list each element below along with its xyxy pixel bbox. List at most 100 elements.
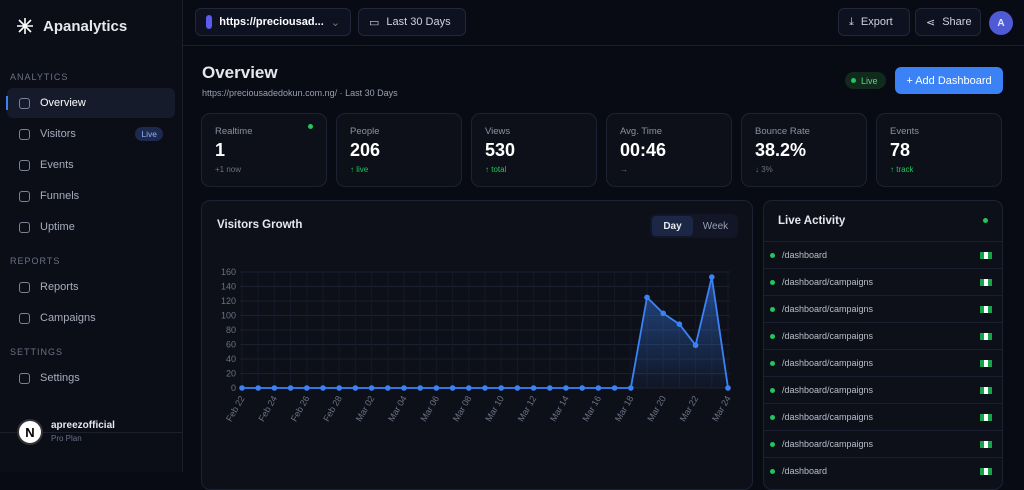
activity-row[interactable]: /dashboard/campaigns <box>764 295 1002 322</box>
brand[interactable]: Apanalytics <box>16 17 127 35</box>
x-tick-label: Mar 14 <box>548 394 571 423</box>
export-icon: ⤓ <box>849 15 854 28</box>
tab-week[interactable]: Week <box>702 220 729 232</box>
nav-badge: Live <box>135 127 163 141</box>
activity-path: /dashboard/campaigns <box>782 331 874 341</box>
stat-card: Avg. Time 00:46 → <box>606 113 732 187</box>
section-title: SETTINGS <box>10 347 64 357</box>
flag <box>980 440 992 448</box>
activity-dot <box>770 333 775 339</box>
y-tick-label: 160 <box>221 267 236 277</box>
sidebar: Apanalytics ANALYTICS Overview Visitors Liv… <box>0 0 183 472</box>
nav-label: Settings <box>40 372 80 384</box>
nav-icon <box>19 281 30 293</box>
x-tick-label: Mar 02 <box>354 394 377 423</box>
nav-item[interactable]: Campaigns <box>7 303 175 333</box>
activity-dot <box>770 387 775 393</box>
nav-item[interactable]: Settings <box>7 363 175 393</box>
point <box>417 385 423 391</box>
y-tick-label: 120 <box>221 296 236 306</box>
live-indicator: Live <box>845 72 886 89</box>
activity-row[interactable]: /dashboard/campaigns <box>764 349 1002 376</box>
activity-row[interactable]: /dashboard/campaigns <box>764 376 1002 403</box>
stat-label: People <box>350 126 380 137</box>
activity-path: /dashboard <box>782 250 828 260</box>
share: Share <box>942 16 972 28</box>
page-title: Overview <box>202 63 278 82</box>
activity-row[interactable]: /dashboard <box>764 241 1002 268</box>
nav-icon <box>19 312 30 324</box>
share-button[interactable]: ⋖ Share <box>915 8 981 36</box>
point <box>287 385 294 391</box>
flag <box>980 386 992 394</box>
activity-dot <box>770 279 775 285</box>
nav-icon <box>19 97 30 109</box>
y-tick-label: 80 <box>226 325 236 335</box>
point <box>628 385 634 391</box>
export-button[interactable]: ⤓ Export <box>838 8 910 36</box>
range: Last 30 Days <box>386 16 451 28</box>
point <box>352 385 359 391</box>
top-avatar[interactable]: A <box>989 11 1013 35</box>
point <box>676 321 683 327</box>
stat-value: 38.2% <box>755 140 807 160</box>
activity-row[interactable]: /dashboard/campaigns <box>764 403 1002 430</box>
point <box>385 385 391 391</box>
x-tick-label: Feb 28 <box>321 394 344 423</box>
point <box>579 385 585 391</box>
realtime-dot <box>308 124 313 129</box>
stat-label: Events <box>890 126 920 137</box>
nav-item[interactable]: Visitors Live <box>7 119 175 149</box>
range-select[interactable]: ▭ Last 30 Days <box>358 8 466 36</box>
nav-label: Overview <box>40 97 86 109</box>
x-tick-label: Feb 22 <box>224 394 247 423</box>
point <box>547 385 553 391</box>
activity-path: /dashboard/campaigns <box>782 385 874 395</box>
section-title: REPORTS <box>10 256 61 266</box>
point <box>692 342 699 349</box>
chart: 0 20 40 60 80 100 120 140 160 Feb 22 Feb 24 Feb 26 F… <box>221 267 733 423</box>
add-dashboard-button[interactable]: + Add Dashboard <box>895 67 1003 94</box>
stat-sub: +1 now <box>215 165 242 174</box>
calendar-icon: ▭ <box>369 16 380 29</box>
activity-row[interactable]: /dashboard/campaigns <box>764 430 1002 457</box>
stat-card: Events 78 ↑ track <box>876 113 1002 187</box>
nav-item[interactable]: Overview <box>6 88 175 118</box>
nav-label: Events <box>40 159 74 171</box>
flag <box>980 467 992 475</box>
section-title: ANALYTICS <box>10 72 69 82</box>
activity-dot <box>770 360 775 366</box>
activity-row[interactable]: /dashboard/campaigns <box>764 268 1002 295</box>
activity-path: /dashboard/campaigns <box>782 277 874 287</box>
point <box>563 385 569 391</box>
nav-item[interactable]: Reports <box>7 272 175 302</box>
stat-sub: ↑ track <box>890 165 914 174</box>
point <box>611 385 618 391</box>
user[interactable]: N apreezofficial Pro Plan <box>0 419 183 472</box>
nav-label: Visitors <box>40 128 76 140</box>
nav: ANALYTICS Overview Visitors Live Events Funne… <box>0 58 182 394</box>
brand-name: Apanalytics <box>43 17 128 35</box>
nav-item[interactable]: Funnels <box>7 181 175 211</box>
x-tick-label: Mar 12 <box>516 394 539 423</box>
x-tick-label: Feb 26 <box>289 394 312 423</box>
point <box>336 385 342 391</box>
x-tick-label: Mar 10 <box>483 394 506 423</box>
activity-dot <box>770 252 775 258</box>
point <box>595 385 602 391</box>
y-tick-label: 60 <box>226 340 236 350</box>
tab-day[interactable]: Day <box>652 216 693 236</box>
activity-row[interactable]: /dashboard/campaigns <box>764 322 1002 349</box>
activity-dot <box>770 441 775 447</box>
y-tick-label: 140 <box>221 282 236 292</box>
stat-card: Views 530 ↑ total <box>471 113 597 187</box>
export: Export <box>860 16 893 28</box>
site-select[interactable]: https://preciousad... ⌄ <box>195 8 351 36</box>
stat-card: People 206 ↑ live <box>336 113 462 187</box>
point <box>660 310 666 317</box>
flag <box>980 332 992 340</box>
activity-row[interactable]: /dashboard <box>764 457 1002 484</box>
point <box>466 385 472 391</box>
nav-item[interactable]: Uptime <box>7 212 175 242</box>
nav-item[interactable]: Events <box>7 150 175 180</box>
